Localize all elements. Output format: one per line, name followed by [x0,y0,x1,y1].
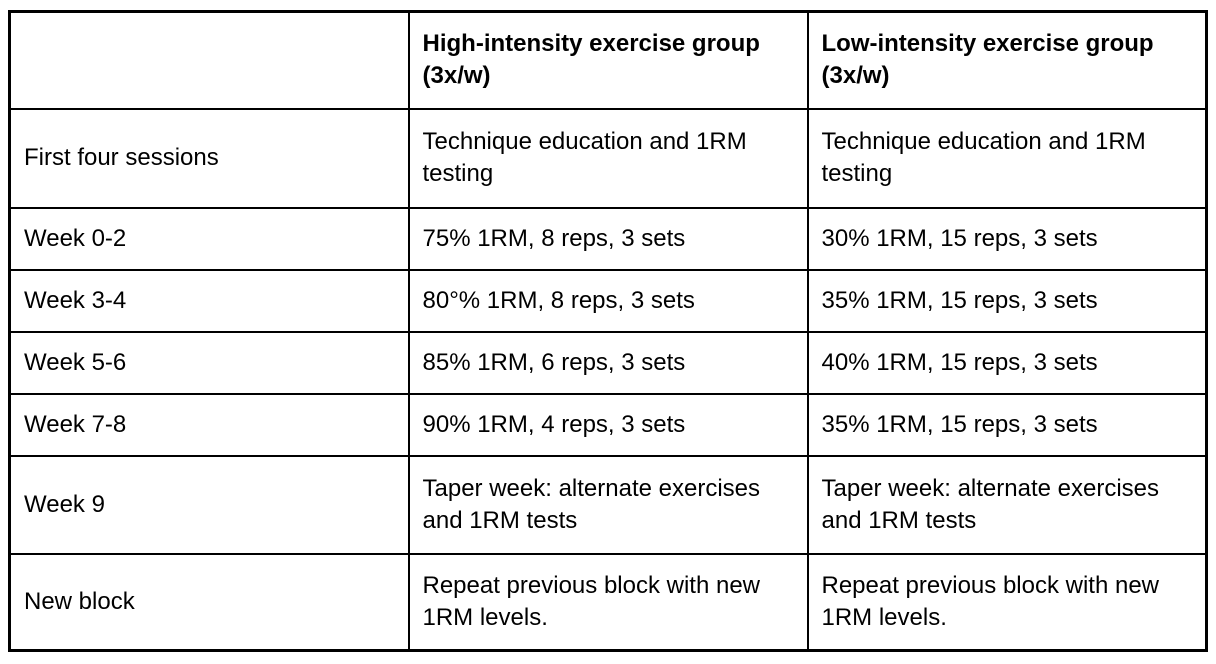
low-intensity-cell: Taper week: alternate exercises and 1RM … [806,454,1208,555]
low-intensity-cell: 30% 1RM, 15 reps, 3 sets [806,206,1208,271]
high-intensity-cell: Repeat previous block with new 1RM level… [407,552,809,652]
col-header-low-intensity: Low-intensity exercise group (3x/w) [806,10,1208,110]
table-row: New block Repeat previous block with new… [8,552,1208,652]
low-intensity-cell: Technique education and 1RM testing [806,107,1208,209]
table-row: Week 9 Taper week: alternate exercises a… [8,454,1208,555]
row-label-cell: First four sessions [8,107,410,209]
low-intensity-cell: Repeat previous block with new 1RM level… [806,552,1208,652]
high-intensity-cell: 75% 1RM, 8 reps, 3 sets [407,206,809,271]
col-header-high-intensity: High-intensity exercise group (3x/w) [407,10,809,110]
row-label-cell: Week 5-6 [8,330,410,395]
row-label-cell: Week 7-8 [8,392,410,457]
table-row: Week 5-6 85% 1RM, 6 reps, 3 sets 40% 1RM… [8,330,1208,395]
low-intensity-cell: 35% 1RM, 15 reps, 3 sets [806,268,1208,333]
high-intensity-cell: 80°% 1RM, 8 reps, 3 sets [407,268,809,333]
row-label-cell: Week 9 [8,454,410,555]
table-row: Week 0-2 75% 1RM, 8 reps, 3 sets 30% 1RM… [8,206,1208,271]
high-intensity-cell: Technique education and 1RM testing [407,107,809,209]
high-intensity-cell: 90% 1RM, 4 reps, 3 sets [407,392,809,457]
table-row: Week 3-4 80°% 1RM, 8 reps, 3 sets 35% 1R… [8,268,1208,333]
row-label-cell: Week 0-2 [8,206,410,271]
table-row: First four sessions Technique education … [8,107,1208,209]
row-label-cell: Week 3-4 [8,268,410,333]
high-intensity-cell: 85% 1RM, 6 reps, 3 sets [407,330,809,395]
low-intensity-cell: 35% 1RM, 15 reps, 3 sets [806,392,1208,457]
table-header-row: High-intensity exercise group (3x/w) Low… [8,10,1208,110]
col-header-empty [8,10,410,110]
training-schedule-table: High-intensity exercise group (3x/w) Low… [8,10,1208,652]
high-intensity-cell: Taper week: alternate exercises and 1RM … [407,454,809,555]
low-intensity-cell: 40% 1RM, 15 reps, 3 sets [806,330,1208,395]
row-label-cell: New block [8,552,410,652]
table-row: Week 7-8 90% 1RM, 4 reps, 3 sets 35% 1RM… [8,392,1208,457]
